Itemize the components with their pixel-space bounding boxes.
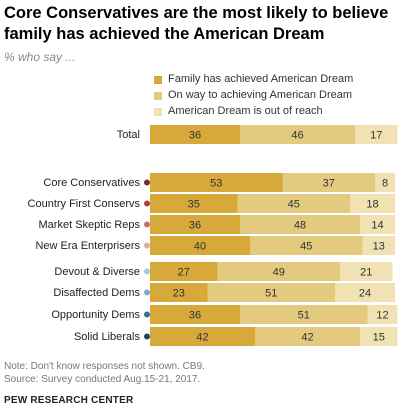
category-dot-disaffected-dems — [144, 289, 150, 296]
data-label-achieved-devout-and-diverse: 27 — [178, 267, 190, 279]
category-label-new-era-enterprisers: New Era Enterprisers — [35, 240, 140, 252]
bar-segment-achieved-devout-and-diverse — [150, 262, 218, 281]
bar-segment-on-way-solid-liberals — [255, 327, 360, 346]
category-dot-new-era-enterprisers — [144, 242, 150, 249]
bar-segment-on-way-devout-and-diverse — [217, 262, 340, 281]
bar-row-country-first-conservs: Country First Conservs 35 45 18 — [28, 194, 395, 213]
bar-segment-achieved-core-conservatives — [150, 173, 283, 192]
bar-row-total: Total 36 46 17 — [117, 125, 398, 144]
data-label-achieved-core-conservatives: 53 — [210, 178, 222, 190]
data-label-achieved-solid-liberals: 42 — [196, 332, 208, 344]
data-label-on-way-new-era-enterprisers: 45 — [300, 241, 312, 253]
data-label-out-of-reach-devout-and-diverse: 21 — [360, 267, 372, 279]
data-label-on-way-core-conservatives: 37 — [323, 178, 335, 190]
bar-segment-out-of-reach-market-skeptic-reps — [360, 215, 395, 234]
bar-segment-on-way-total — [240, 125, 355, 144]
data-label-out-of-reach-disaffected-dems: 24 — [359, 288, 371, 300]
note-text: Note: Don't know responses not shown. CB… — [4, 361, 205, 372]
chart-subtitle: % who say ... — [4, 50, 76, 64]
category-dot-solid-liberals — [144, 333, 150, 340]
category-dot-devout-and-diverse — [144, 268, 150, 275]
bar-segment-on-way-opportunity-dems — [240, 305, 368, 324]
bar-row-core-conservatives: Core Conservatives 53 37 8 — [43, 173, 395, 192]
legend-swatch-on-way — [154, 92, 162, 100]
data-label-on-way-country-first-conservs: 45 — [288, 199, 300, 211]
source-text: Source: Survey conducted Aug.15-21, 2017… — [4, 374, 201, 385]
organization-credit: PEW RESEARCH CENTER — [4, 395, 134, 406]
bar-segment-out-of-reach-solid-liberals — [360, 327, 398, 346]
legend-label-on-way: On way to achieving American Dream — [168, 89, 353, 101]
bar-row-market-skeptic-reps: Market Skeptic Reps 36 48 14 — [39, 215, 395, 234]
bar-segment-achieved-solid-liberals — [150, 327, 255, 346]
data-label-out-of-reach-new-era-enterprisers: 13 — [373, 241, 385, 253]
category-label-opportunity-dems: Opportunity Dems — [51, 309, 140, 321]
bar-segment-achieved-country-first-conservs — [150, 194, 238, 213]
bar-row-new-era-enterprisers: New Era Enterprisers 40 45 13 — [35, 236, 395, 255]
data-label-achieved-total: 36 — [189, 130, 201, 142]
data-label-achieved-market-skeptic-reps: 36 — [189, 220, 201, 232]
category-dot-market-skeptic-reps — [144, 221, 150, 228]
category-label-solid-liberals: Solid Liberals — [74, 331, 141, 343]
bar-row-solid-liberals: Solid Liberals 42 42 15 — [74, 327, 398, 346]
bar-segment-out-of-reach-country-first-conservs — [350, 194, 395, 213]
category-label-total: Total — [117, 129, 140, 141]
bar-segment-on-way-market-skeptic-reps — [240, 215, 360, 234]
bar-segment-on-way-new-era-enterprisers — [250, 236, 363, 255]
bar-segment-achieved-new-era-enterprisers — [150, 236, 250, 255]
bar-segment-out-of-reach-total — [355, 125, 398, 144]
legend-swatch-achieved — [154, 76, 162, 84]
bar-segment-out-of-reach-opportunity-dems — [367, 305, 398, 324]
data-label-on-way-solid-liberals: 42 — [301, 332, 313, 344]
category-label-core-conservatives: Core Conservatives — [43, 177, 140, 189]
bar-segment-out-of-reach-disaffected-dems — [335, 283, 395, 302]
bar-segment-on-way-country-first-conservs — [237, 194, 350, 213]
data-label-out-of-reach-opportunity-dems: 12 — [376, 310, 388, 322]
bar-segment-achieved-opportunity-dems — [150, 305, 240, 324]
data-label-on-way-disaffected-dems: 51 — [265, 288, 277, 300]
category-label-country-first-conservs: Country First Conservs — [28, 198, 141, 210]
data-label-achieved-country-first-conservs: 35 — [188, 199, 200, 211]
bar-segment-out-of-reach-new-era-enterprisers — [362, 236, 395, 255]
legend-swatch-out-of-reach — [154, 108, 162, 116]
data-label-out-of-reach-country-first-conservs: 18 — [366, 199, 378, 211]
data-label-out-of-reach-market-skeptic-reps: 14 — [371, 220, 383, 232]
bar-segment-achieved-disaffected-dems — [150, 283, 208, 302]
data-label-achieved-new-era-enterprisers: 40 — [194, 241, 206, 253]
legend-label-out-of-reach: American Dream is out of reach — [168, 105, 323, 117]
category-label-disaffected-dems: Disaffected Dems — [53, 287, 140, 299]
data-label-out-of-reach-total: 17 — [370, 130, 382, 142]
bar-segment-on-way-core-conservatives — [282, 173, 375, 192]
category-dot-core-conservatives — [144, 179, 150, 186]
bar-segment-out-of-reach-devout-and-diverse — [340, 262, 393, 281]
chart-notes: Note: Don't know responses not shown. CB… — [4, 360, 205, 386]
category-dot-country-first-conservs — [144, 200, 150, 207]
bar-segment-out-of-reach-core-conservatives — [375, 173, 395, 192]
data-label-achieved-disaffected-dems: 23 — [173, 288, 185, 300]
bar-segment-achieved-total — [150, 125, 240, 144]
legend-label-achieved: Family has achieved American Dream — [168, 73, 354, 85]
bar-row-opportunity-dems: Opportunity Dems 36 51 12 — [51, 305, 398, 324]
data-label-on-way-total: 46 — [291, 130, 303, 142]
bar-segment-on-way-disaffected-dems — [207, 283, 335, 302]
data-label-on-way-devout-and-diverse: 49 — [273, 267, 285, 279]
data-label-out-of-reach-solid-liberals: 15 — [373, 332, 385, 344]
bar-segment-achieved-market-skeptic-reps — [150, 215, 240, 234]
category-label-devout-and-diverse: Devout & Diverse — [54, 266, 140, 278]
category-label-market-skeptic-reps: Market Skeptic Reps — [39, 219, 141, 231]
data-label-achieved-opportunity-dems: 36 — [189, 310, 201, 322]
data-label-on-way-opportunity-dems: 51 — [298, 310, 310, 322]
data-label-on-way-market-skeptic-reps: 48 — [294, 220, 306, 232]
bar-row-disaffected-dems: Disaffected Dems 23 51 24 — [53, 283, 395, 302]
category-dot-opportunity-dems — [144, 311, 150, 318]
data-label-out-of-reach-core-conservatives: 8 — [382, 178, 388, 190]
chart-title: Core Conservatives are the most likely t… — [4, 4, 389, 43]
bar-row-devout-and-diverse: Devout & Diverse 27 49 21 — [54, 262, 393, 281]
